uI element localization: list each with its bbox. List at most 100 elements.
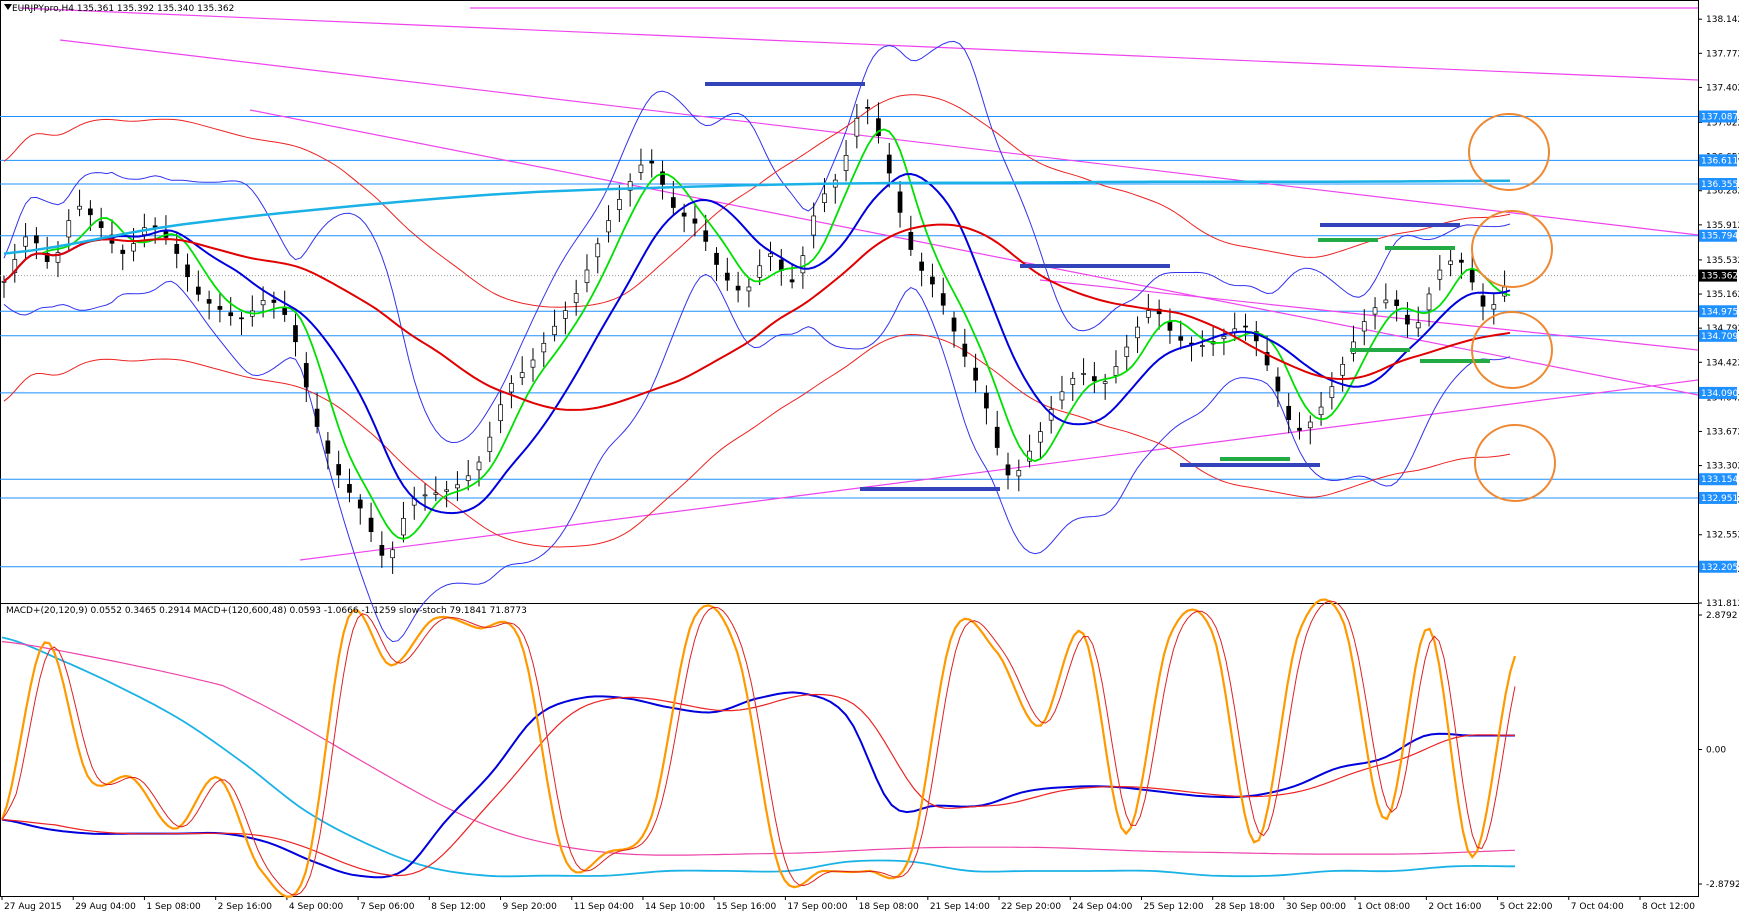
candle-body [1361,321,1367,332]
indicator-tick-label: 0.00 [1706,746,1726,756]
candle-body [584,269,590,283]
candle-body [422,494,428,497]
time-tick-label: 30 Sep 00:00 [1286,902,1346,912]
candle-body [681,212,687,217]
price-tick-label: 135.162 [1706,290,1739,300]
time-tick-label: 21 Sep 14:00 [930,902,990,912]
candle-body [1092,376,1097,382]
candle-body [1448,260,1453,265]
indicator-caption: MACD+(20,120,9) 0.0552 0.3465 0.2914 MAC… [6,606,527,616]
candle-body [174,244,180,254]
candle-body [1135,326,1140,339]
candle-body [325,440,331,454]
candle-body [573,293,579,303]
time-tick-label: 2 Sep 16:00 [218,902,273,912]
candle-body [541,343,547,353]
candle-body [1167,321,1173,331]
ma-fast-line [3,128,1511,540]
level-label-bg [1699,229,1737,242]
candle-body [1070,377,1076,385]
candle-body [1469,269,1475,283]
candle-body [1253,331,1259,342]
candle-body [670,197,676,208]
level-label-bg [1699,154,1737,167]
candle-body [239,317,244,320]
candle-body [1081,373,1086,375]
candle-body [530,359,536,368]
level-label: 134.709 [1701,332,1738,342]
menu-arrow-icon [4,4,12,10]
level-label: 137.087 [1701,112,1738,122]
time-tick-label: 5 Oct 22:00 [1500,902,1553,912]
candle-body [800,255,806,274]
candle-body [1394,299,1399,307]
time-tick-label: 7 Sep 06:00 [360,902,415,912]
symbol-caption: EURJPYpro,H4 135.361 135.392 135.340 135… [12,4,235,14]
candle-body [757,265,763,278]
candle-body [746,286,752,292]
candle-body [433,492,439,495]
price-tick-label: 137.772 [1706,49,1739,59]
indicator-tick-label: -2.8792 [1706,880,1739,890]
macd-slow-line [1,636,1515,878]
time-tick-label: 7 Oct 04:00 [1571,902,1624,912]
current-price-bg [1699,269,1737,282]
candle-body [1,280,7,283]
trendline [1039,279,1699,351]
candle-body [88,208,93,216]
time-tick-label: 14 Sep 10:00 [645,902,705,912]
candle-body [951,317,957,332]
candle-body [66,220,72,238]
time-tick-label: 11 Sep 04:00 [574,902,634,912]
candle-body [973,367,978,381]
candle-body [876,118,881,137]
time-tick-label: 8 Oct 12:00 [1642,902,1695,912]
price-tick-label: 133.302 [1706,462,1739,472]
candle-body [984,392,989,409]
time-tick-label: 2 Oct 16:00 [1428,902,1481,912]
candle-body [476,461,482,471]
time-tick-label: 9 Sep 20:00 [503,902,558,912]
candle-body [390,549,395,559]
time-tick-label: 29 Aug 04:00 [75,902,136,912]
candle-body [120,249,126,254]
time-tick-label: 15 Sep 16:00 [716,902,776,912]
trendline [249,109,1699,396]
candle-body [735,285,741,291]
price-tick-label: 138.142 [1706,15,1739,25]
level-label: 132.951 [1701,494,1738,504]
candle-body [1275,376,1281,392]
candle-body [23,236,28,247]
macd-fast-signal-line [1,693,1516,877]
candle-body [897,191,903,213]
level-label-bg [1699,305,1737,318]
candle-body [1005,464,1011,476]
level-label: 135.794 [1701,232,1738,242]
level-label-bg [1699,473,1737,486]
bollinger-upper [3,40,1511,444]
candle-body [1113,366,1119,376]
macd-slow-signal-line [1,641,1516,856]
level-label-bg [1699,560,1737,573]
candle-body [724,272,730,281]
time-tick-label: 27 Aug 2015 [4,902,62,912]
candle-body [994,426,1000,448]
time-tick-label: 17 Sep 00:00 [787,902,847,912]
candle-body [1459,259,1464,263]
ma-mid-line [3,172,1511,515]
candle-body [303,363,309,388]
candle-body [1016,470,1022,477]
candle-body [1264,352,1270,366]
candle-body [465,475,471,481]
level-label: 133.154 [1701,475,1738,485]
candle-body [1286,405,1292,420]
candle-body [444,489,449,492]
stoch-signal-line [1,600,1516,896]
candle-body [1329,386,1335,398]
candle-body [768,253,773,257]
candle-body [1145,310,1151,318]
candle-body [649,160,655,164]
candle-body [195,286,201,295]
candle-body [228,312,234,317]
